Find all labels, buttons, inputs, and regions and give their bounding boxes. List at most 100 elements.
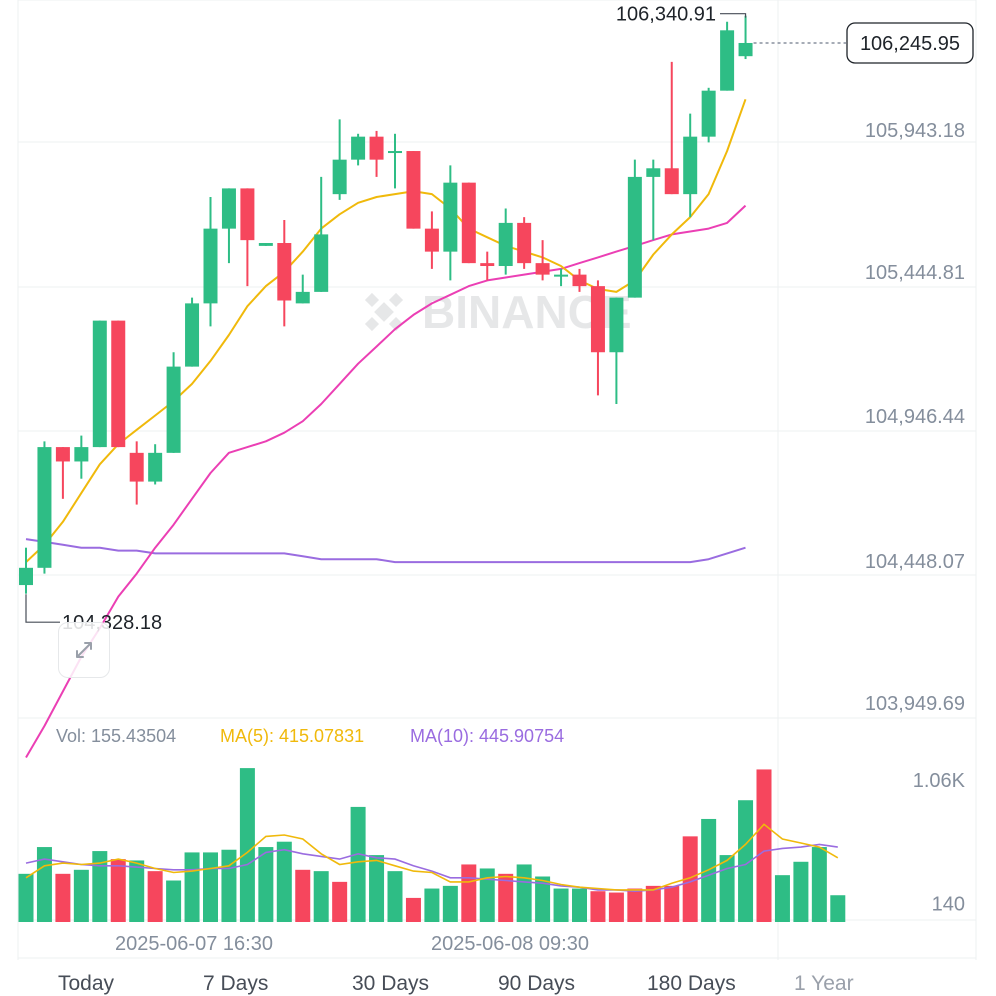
volume-legend: Vol: 155.43504 MA(5): 415.07831 MA(10): … xyxy=(56,726,564,746)
tab-today[interactable]: Today xyxy=(58,972,115,995)
volume-bar xyxy=(73,869,89,922)
volume-ma5-line xyxy=(25,823,839,891)
volume-bar xyxy=(738,800,754,922)
volume-bar xyxy=(774,875,790,922)
candle xyxy=(314,176,329,292)
candle xyxy=(221,188,236,264)
candle-body xyxy=(388,151,402,154)
candle xyxy=(129,441,144,505)
tab-180-days[interactable]: 180 Days xyxy=(647,972,736,995)
high-marker-line xyxy=(720,13,747,18)
candle xyxy=(55,447,70,499)
volume-bar xyxy=(461,864,477,922)
volume-bar xyxy=(498,873,514,922)
price-tick-label: 105,943.18 xyxy=(865,120,965,142)
candle-body xyxy=(221,188,236,229)
candle-body xyxy=(406,151,421,229)
candle xyxy=(720,21,735,91)
candle xyxy=(19,547,33,594)
candle-body xyxy=(332,159,347,195)
candle xyxy=(701,87,716,143)
candle-body xyxy=(369,136,384,160)
candle xyxy=(406,151,421,229)
volume-bar xyxy=(276,841,292,922)
candlestick-series[interactable] xyxy=(19,15,753,594)
candle xyxy=(37,441,52,574)
candle xyxy=(332,119,347,200)
candle-body xyxy=(351,136,366,160)
candle xyxy=(295,274,310,304)
candle xyxy=(609,297,624,404)
volume-bar xyxy=(110,859,126,922)
candle-body xyxy=(517,222,532,264)
volume-bar xyxy=(442,885,458,922)
tab-90-days[interactable]: 90 Days xyxy=(498,972,576,995)
candle xyxy=(498,208,513,275)
volume-bar xyxy=(239,768,255,922)
moving-average-lines xyxy=(25,98,747,759)
expand-chart-button[interactable] xyxy=(58,622,110,678)
volume-bar xyxy=(424,888,440,922)
candle-body xyxy=(480,263,495,267)
volume-bar xyxy=(387,871,403,922)
candle xyxy=(535,240,550,281)
candle-body xyxy=(111,320,126,448)
candle-body xyxy=(554,274,569,277)
candle xyxy=(480,251,495,281)
volume-bar xyxy=(166,880,182,922)
volume-bar xyxy=(645,885,661,922)
candle xyxy=(166,352,181,453)
volume-bar xyxy=(350,806,366,922)
candle xyxy=(646,159,661,241)
volume-axis: 1.06K 140 xyxy=(913,770,966,915)
time-tick-label: 2025-06-07 16:30 xyxy=(115,933,273,955)
volume-bar xyxy=(18,873,34,922)
candle-body xyxy=(258,243,273,246)
candle-body xyxy=(203,228,218,304)
volume-bar xyxy=(756,769,772,922)
volume-bar xyxy=(295,869,311,922)
candle-body xyxy=(461,182,476,264)
price-tick-label: 104,448.07 xyxy=(865,551,965,573)
tab-30-days[interactable]: 30 Days xyxy=(352,972,430,995)
candle-body xyxy=(74,447,89,462)
candle xyxy=(74,435,89,479)
candle-body xyxy=(55,447,70,462)
tab-1-year[interactable]: 1 Year xyxy=(794,972,854,995)
candle-body xyxy=(92,320,107,448)
candle xyxy=(554,268,569,287)
volume-bar xyxy=(516,864,532,922)
time-axis: 2025-06-07 16:30 2025-06-08 09:30 xyxy=(115,933,589,955)
volume-bar xyxy=(313,871,329,922)
volume-bar xyxy=(608,892,624,922)
volume-bar xyxy=(203,852,218,922)
candle xyxy=(443,165,458,281)
volume-legend-ma10: MA(10): 445.90754 xyxy=(410,726,564,746)
candle-body xyxy=(572,274,587,287)
candle-body xyxy=(295,291,310,304)
candle xyxy=(572,268,587,292)
volume-legend-ma5: MA(5): 415.07831 xyxy=(220,726,364,746)
time-range-tabs: Today 7 Days 30 Days 90 Days 180 Days 1 … xyxy=(0,960,996,996)
last-price-box xyxy=(846,22,974,64)
volume-bar xyxy=(553,888,569,922)
candle xyxy=(738,15,753,60)
tab-7-days[interactable]: 7 Days xyxy=(203,972,269,995)
volume-bar xyxy=(332,881,348,922)
volume-bar xyxy=(664,885,680,922)
candle xyxy=(461,182,476,264)
candle-body xyxy=(185,303,200,367)
binance-logo-icon xyxy=(364,292,404,332)
high-price-label: 106,340.91 xyxy=(616,4,716,26)
candle xyxy=(111,320,126,448)
volume-bar xyxy=(793,861,809,922)
volume-bar xyxy=(147,871,163,922)
candle-body xyxy=(240,188,255,241)
candle-body xyxy=(646,168,661,177)
candle-body xyxy=(166,366,181,453)
candle xyxy=(627,159,642,298)
volume-bar xyxy=(682,836,698,922)
volume-series xyxy=(18,768,846,922)
candle xyxy=(148,444,163,485)
